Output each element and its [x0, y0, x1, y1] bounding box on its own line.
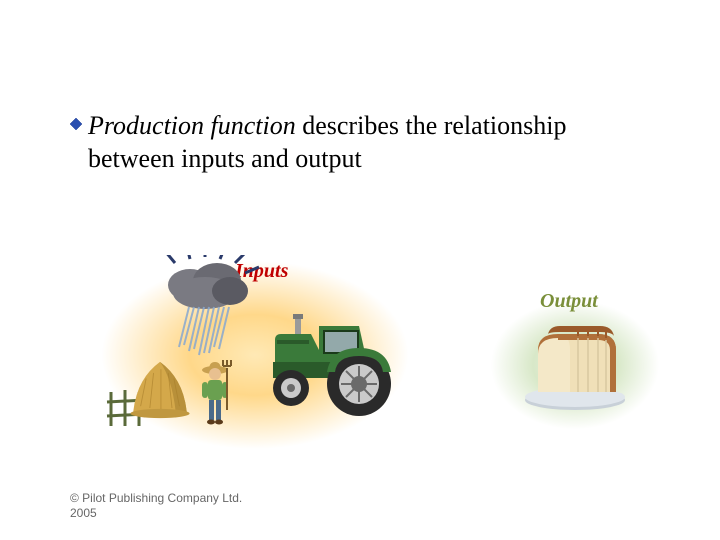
copyright-line1: © Pilot Publishing Company Ltd.	[70, 491, 242, 505]
copyright-text: © Pilot Publishing Company Ltd. 2005	[70, 491, 250, 522]
farmer-icon	[195, 360, 235, 428]
haystack-icon	[125, 360, 195, 420]
output-label: Output	[540, 290, 598, 313]
diamond-bullet-icon	[70, 118, 82, 130]
raincloud-icon	[155, 255, 265, 365]
copyright-line2: 2005	[70, 506, 97, 520]
bread-icon	[520, 320, 630, 415]
body-text: Production function describes the relati…	[88, 110, 650, 175]
tractor-icon	[255, 310, 405, 425]
term-emphasis: Production function	[88, 111, 296, 140]
bullet-paragraph: Production function describes the relati…	[70, 110, 650, 175]
